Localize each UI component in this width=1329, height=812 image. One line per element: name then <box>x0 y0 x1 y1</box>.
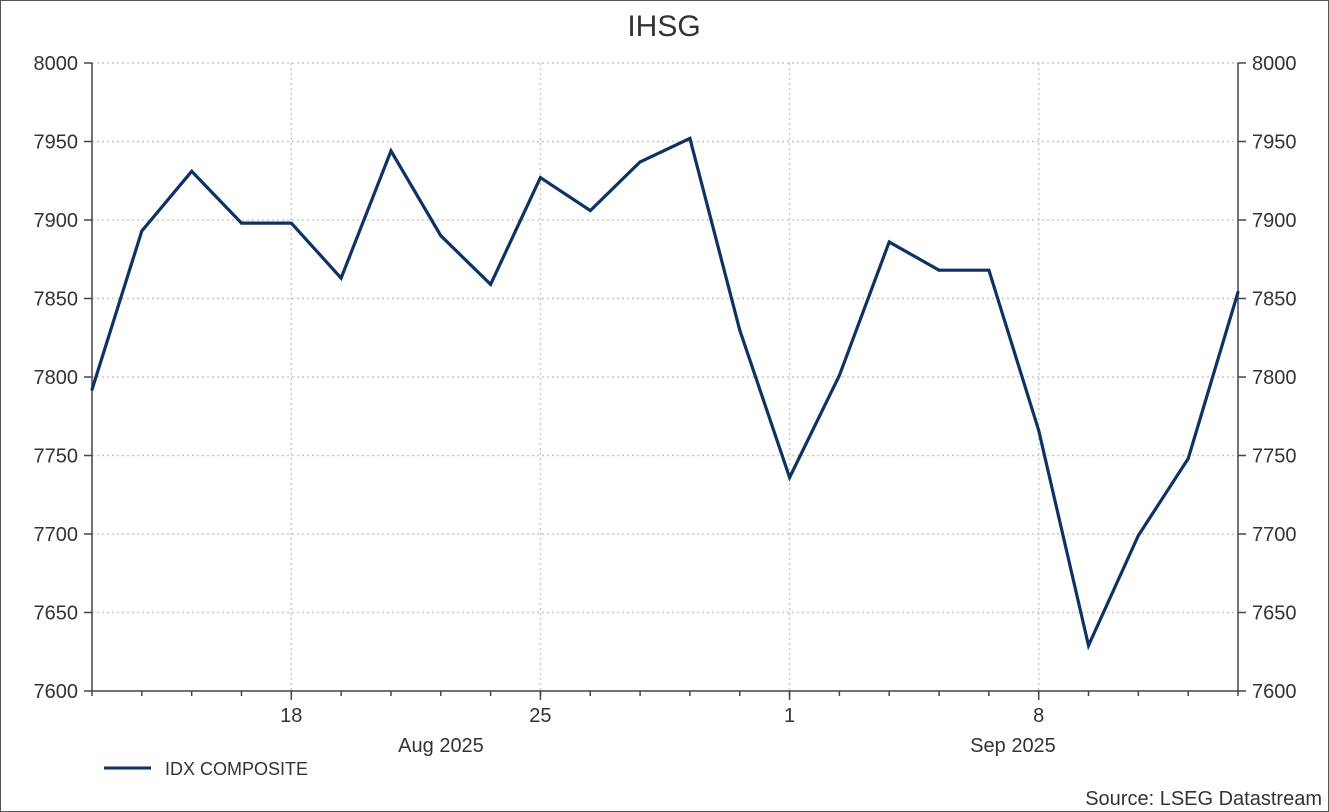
data-point <box>1087 643 1091 647</box>
data-point <box>588 209 592 213</box>
y-tick-label-right: 7950 <box>1252 132 1297 154</box>
data-point <box>638 160 642 164</box>
data-point <box>140 229 144 233</box>
series-line <box>90 136 1240 651</box>
y-tick-label-left: 7650 <box>34 603 79 625</box>
axes: 7600 7600 7650 7650 7700 7700 7750 7750 7800 7800… <box>34 53 1297 757</box>
data-point <box>439 234 443 238</box>
x-tick-label: 1 <box>784 705 795 727</box>
x-tick-label: 25 <box>529 705 551 727</box>
y-tick-label-left: 7950 <box>34 132 79 154</box>
data-point <box>937 268 941 272</box>
y-tick-label-right: 7900 <box>1252 210 1297 232</box>
data-point <box>1236 290 1240 294</box>
x-tick-label: 18 <box>280 705 302 727</box>
data-point <box>688 136 692 140</box>
chart-title: IHSG <box>627 10 700 43</box>
data-point <box>887 240 891 244</box>
data-point <box>339 276 343 280</box>
y-tick-label-right: 7750 <box>1252 446 1297 468</box>
y-tick-label-left: 7900 <box>34 210 79 232</box>
data-point <box>837 373 841 377</box>
data-point <box>90 388 94 392</box>
grid <box>92 62 1238 691</box>
x-tick-label: 8 <box>1033 705 1044 727</box>
y-tick-label-right: 7650 <box>1252 603 1297 625</box>
y-tick-label-left: 7850 <box>34 289 79 311</box>
y-tick-label-right: 7600 <box>1252 681 1297 703</box>
data-point <box>538 176 542 180</box>
data-point <box>239 221 243 225</box>
legend: IDX COMPOSITE <box>104 759 308 779</box>
source-note: Source: LSEG Datastream <box>1085 788 1322 810</box>
data-point <box>738 328 742 332</box>
series-marks <box>90 136 1240 651</box>
x-group-label: Aug 2025 <box>398 735 484 757</box>
data-point <box>1037 428 1041 432</box>
data-point <box>190 169 194 173</box>
data-point <box>289 221 293 225</box>
data-point <box>1186 457 1190 461</box>
x-group-label: Sep 2025 <box>970 735 1056 757</box>
y-tick-label-left: 7750 <box>34 446 79 468</box>
legend-label: IDX COMPOSITE <box>165 759 308 779</box>
y-tick-label-left: 8000 <box>34 53 79 75</box>
y-tick-label-right: 7700 <box>1252 524 1297 546</box>
y-tick-label-left: 7700 <box>34 524 79 546</box>
y-tick-label-left: 7800 <box>34 367 79 389</box>
data-point <box>987 268 991 272</box>
y-tick-label-left: 7600 <box>34 681 79 703</box>
data-point <box>788 475 792 479</box>
data-point <box>489 282 493 286</box>
y-tick-label-right: 8000 <box>1252 53 1297 75</box>
data-point <box>1136 534 1140 538</box>
y-tick-label-right: 7850 <box>1252 289 1297 311</box>
y-tick-label-right: 7800 <box>1252 367 1297 389</box>
data-point <box>389 149 393 153</box>
